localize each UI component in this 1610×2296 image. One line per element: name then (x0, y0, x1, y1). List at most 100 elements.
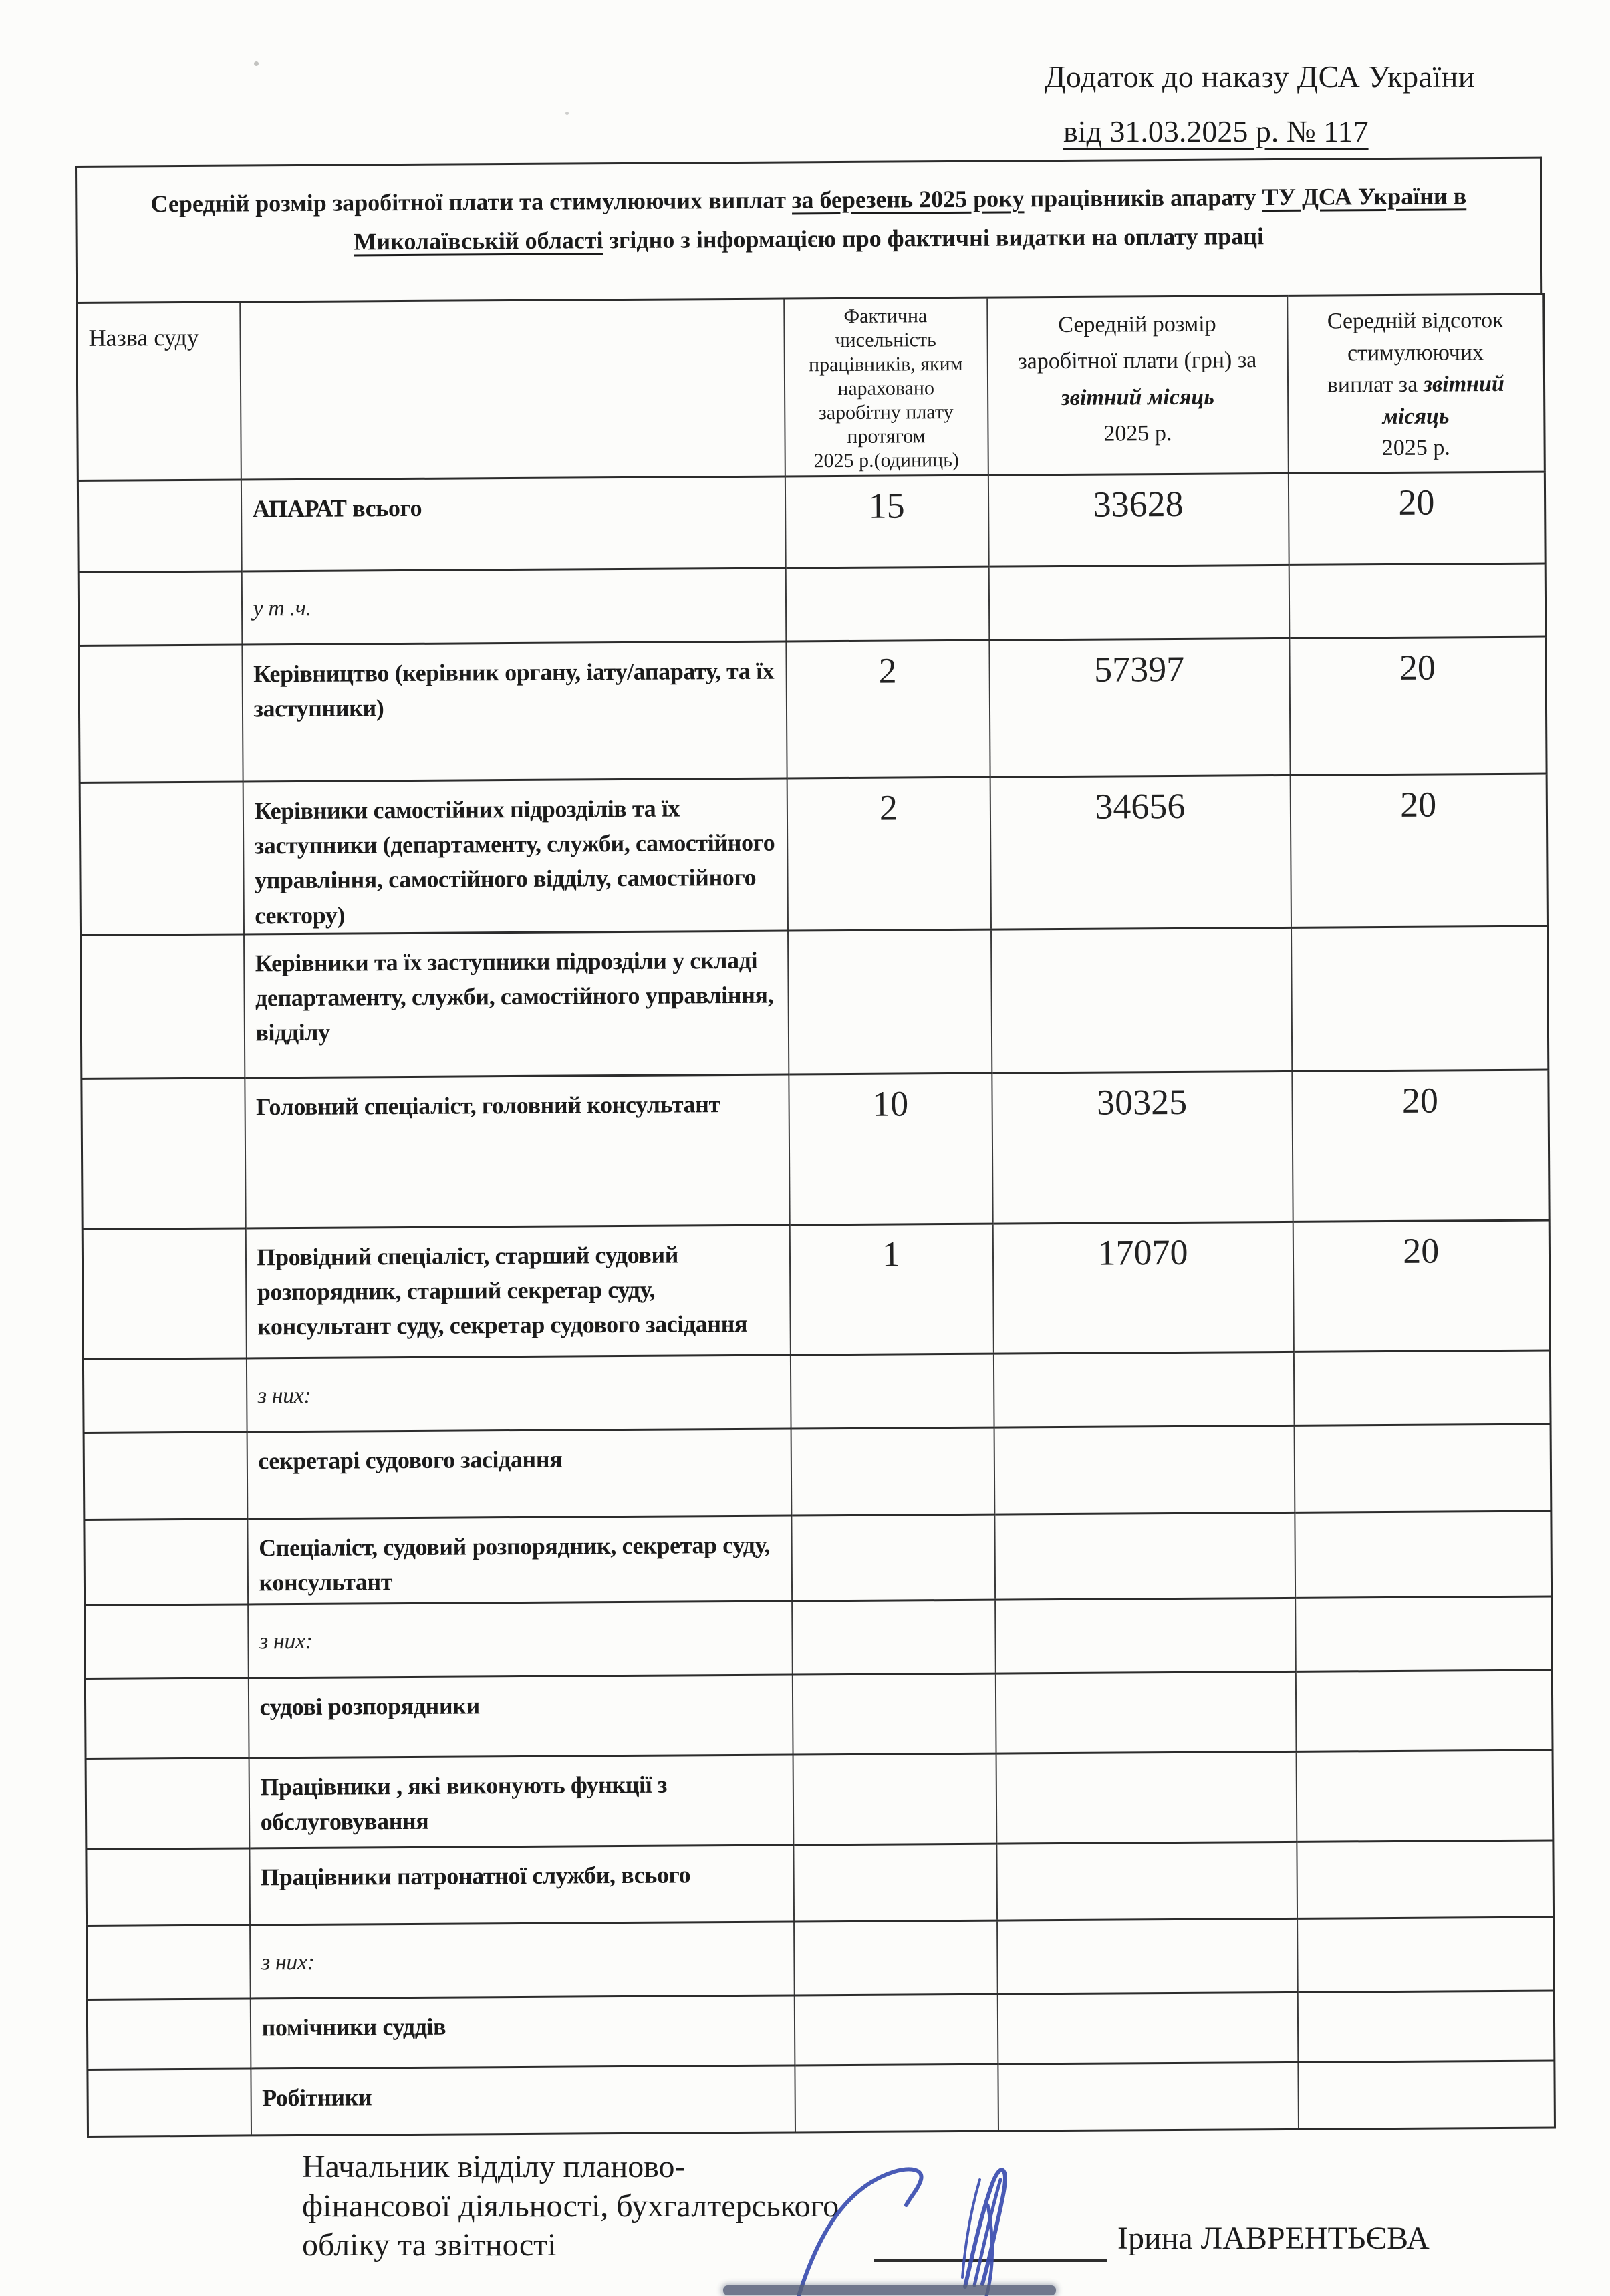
cell-average-salary (996, 1918, 1298, 1995)
document-sheet: Середній розмір заробітної плати та стим… (75, 156, 1556, 2138)
cell-bonus-percent (1297, 1991, 1555, 2063)
cell-court-name (78, 571, 242, 646)
cell-average-salary (997, 2062, 1299, 2132)
cell-court-name (86, 1757, 249, 1850)
cell-court-name (86, 1848, 250, 1926)
cell-bonus-percent (1295, 1670, 1553, 1752)
cell-bonus-percent: 20 (1290, 774, 1548, 928)
cell-court-name (80, 781, 244, 936)
cell-court-name (81, 1077, 246, 1230)
cell-headcount (787, 929, 992, 1075)
scan-speck (254, 61, 259, 66)
cell-category: Керівники самостійних підрозділів та їх … (243, 778, 788, 934)
cell-category: Провідний спеціаліст, старший судовий ро… (245, 1224, 791, 1358)
cell-category: Керівники та їх заступники підрозділи у … (243, 931, 789, 1078)
cell-bonus-percent: 20 (1293, 1220, 1551, 1352)
cell-headcount (793, 1844, 997, 1922)
appendix-note-line1: Додаток до наказу ДСА України (1045, 59, 1476, 94)
cell-average-salary (997, 1992, 1298, 2065)
cell-headcount (791, 1514, 995, 1601)
table-row: з них: (83, 1350, 1551, 1433)
table-row: секретарі судового засідання (84, 1424, 1551, 1520)
cell-category: з них: (246, 1354, 791, 1432)
table-row: Керівництво (керівник органу, іату/апара… (78, 637, 1547, 783)
cell-headcount (785, 567, 989, 642)
cell-average-salary (988, 565, 1289, 641)
cell-court-name (84, 1431, 247, 1520)
header-headcount: Фактична чисельність працівників, яким нара… (783, 297, 988, 477)
cell-court-name (87, 1998, 251, 2070)
cell-court-name (85, 1677, 249, 1759)
cell-average-salary (990, 927, 1292, 1074)
cell-category: секретарі судового засідання (247, 1428, 791, 1519)
table-row: судові розпорядники (85, 1670, 1553, 1759)
cell-category: з них: (247, 1600, 793, 1678)
table-row: Головний спеціаліст, головний консультан… (81, 1070, 1550, 1230)
cell-headcount (793, 1920, 998, 1995)
header-court-name: Назва суду (76, 301, 241, 481)
cell-category: Спеціаліст, судовий розпорядник, секрета… (247, 1515, 792, 1604)
cell-average-salary: 33628 (988, 473, 1289, 567)
handwritten-signature (797, 2167, 1007, 2296)
cell-headcount (793, 1753, 996, 1845)
cell-headcount: 2 (787, 777, 991, 931)
cell-average-salary: 30325 (991, 1071, 1293, 1224)
salary-table: Назва суду Фактична чисельність працівникі… (76, 293, 1556, 2138)
cell-bonus-percent: 20 (1289, 637, 1547, 776)
cell-court-name (78, 644, 243, 783)
table-row: з них: (86, 1917, 1555, 2000)
cell-headcount: 1 (789, 1224, 994, 1355)
table-row: Працівники , які виконують функції з обс… (86, 1750, 1553, 1850)
table-row: Робітники (87, 2061, 1555, 2137)
signature-name: Ірина ЛАВРЕНТЬЄВА (1117, 2220, 1430, 2256)
table-row: Керівники та їх заступники підрозділи у … (80, 926, 1549, 1079)
header-blank-cell (239, 299, 785, 480)
cell-court-name (82, 1228, 247, 1360)
cell-average-salary (994, 1598, 1296, 1674)
cell-average-salary (994, 1512, 1295, 1600)
cell-category: помічники суддів (250, 1995, 795, 2069)
table-row: Працівники патронатної служби, всього (86, 1840, 1554, 1926)
cell-bonus-percent (1289, 563, 1546, 639)
cell-category: судові розпорядники (248, 1674, 793, 1758)
header-average-salary: Середній розмір заробітної плати (грн) за… (986, 295, 1289, 476)
cell-average-salary (993, 1352, 1295, 1428)
cell-average-salary: 17070 (992, 1222, 1294, 1354)
cell-headcount: 15 (785, 475, 989, 569)
cell-court-name (86, 1924, 251, 2000)
table-body: АПАРАТ всього 15 33628 20 у т .ч. Керівництво… (78, 472, 1555, 2137)
cell-average-salary (996, 1842, 1297, 1921)
cell-average-salary (995, 1671, 1297, 1754)
cell-headcount: 2 (785, 640, 990, 779)
table-row: помічники суддів (87, 1991, 1555, 2070)
cell-category: Робітники (250, 2065, 795, 2136)
cell-category: у т .ч. (241, 568, 786, 645)
cell-category: АПАРАТ всього (241, 476, 786, 571)
cell-bonus-percent (1297, 1917, 1555, 1993)
table-row: у т .ч. (78, 563, 1546, 646)
table-row: з них: (84, 1596, 1553, 1679)
signature-position-title: Начальник відділу планово- фінансової ді… (302, 2149, 839, 2263)
cell-court-name (78, 479, 242, 573)
cell-court-name (84, 1518, 248, 1606)
cell-headcount (791, 1600, 996, 1675)
cell-headcount (794, 2064, 998, 2132)
cell-bonus-percent (1297, 2061, 1555, 2130)
table-row: Спеціаліст, судовий розпорядник, секрета… (84, 1511, 1552, 1606)
cell-bonus-percent (1296, 1840, 1554, 1919)
cell-average-salary (994, 1425, 1295, 1515)
cell-headcount: 10 (788, 1073, 993, 1225)
scan-smudge (723, 2285, 1056, 2295)
document-title: Середній розмір заробітної плати та стим… (75, 156, 1543, 302)
cell-bonus-percent: 20 (1288, 472, 1546, 565)
header-bonus-percent: Середній відсоток стимулюючих виплат за зв… (1287, 294, 1545, 474)
cell-category: Працівники , які виконують функції з обс… (249, 1754, 793, 1848)
table-row: Керівники самостійних підрозділів та їх … (80, 774, 1548, 936)
cell-bonus-percent (1293, 1350, 1551, 1426)
cell-bonus-percent (1296, 1750, 1553, 1842)
cell-headcount (790, 1354, 994, 1429)
appendix-note-line2: від 31.03.2025 р. № 117 (1063, 114, 1369, 148)
cell-bonus-percent: 20 (1291, 1070, 1550, 1222)
cell-category: Керівництво (керівник органу, іату/апара… (241, 641, 787, 782)
